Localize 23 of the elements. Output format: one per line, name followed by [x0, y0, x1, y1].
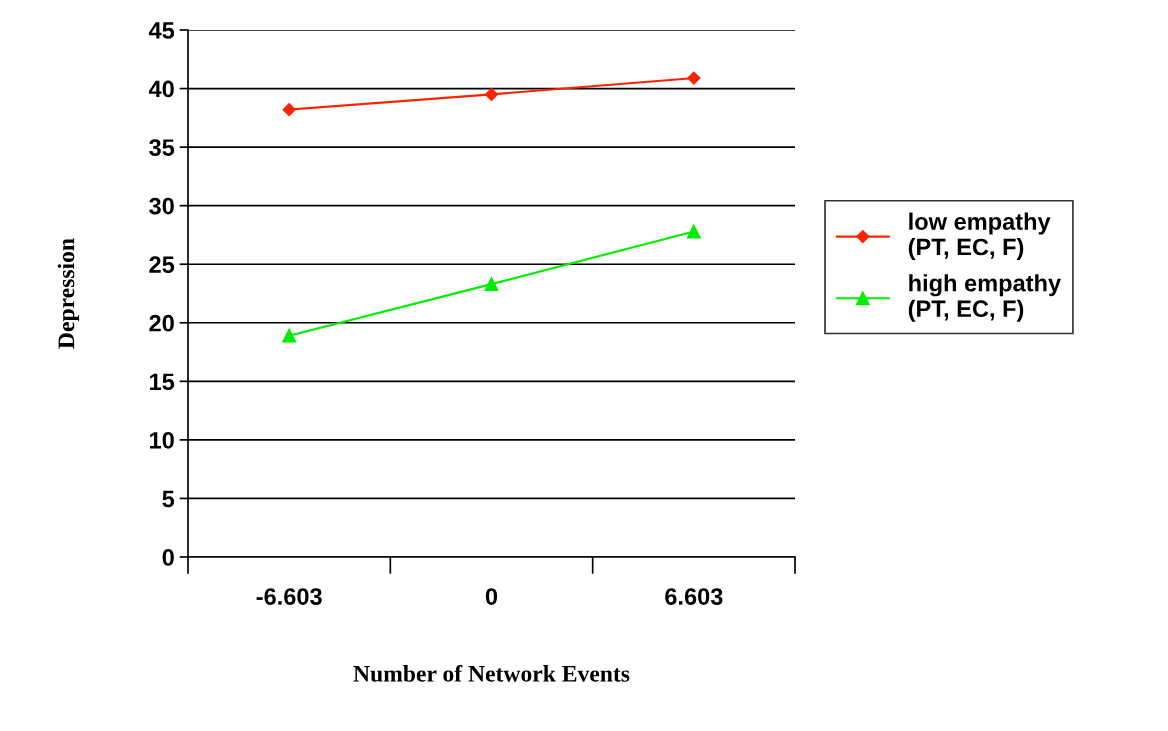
- y-tick-label: 0: [162, 549, 174, 566]
- y-tick-label: 30: [149, 197, 174, 215]
- x-axis-title: Number of Network Events: [353, 664, 630, 682]
- y-tick-label: 15: [150, 373, 175, 391]
- x-tick-label: -6.603: [256, 588, 322, 605]
- legend-label: high empathy (PT, EC, F): [908, 274, 1062, 322]
- point: [484, 87, 499, 101]
- y-tick-label: 5: [162, 490, 175, 508]
- point: [484, 277, 499, 292]
- x-tick-label: 0: [485, 588, 498, 605]
- y-tick-label: 45: [148, 22, 175, 39]
- y-tick-label: 20: [149, 314, 174, 332]
- legend-label: low empathy (PT, EC, F): [908, 212, 1051, 261]
- point: [282, 328, 297, 343]
- y-axis-title: Depression: [57, 238, 80, 349]
- point: [282, 103, 296, 117]
- x-tick-label: 6.603: [665, 588, 723, 605]
- point: [687, 71, 701, 85]
- y-tick-label: 25: [149, 256, 175, 274]
- point: [686, 224, 701, 239]
- y-tick-label: 40: [148, 80, 174, 98]
- y-tick-label: 35: [149, 139, 175, 156]
- y-tick-label: 10: [150, 431, 174, 449]
